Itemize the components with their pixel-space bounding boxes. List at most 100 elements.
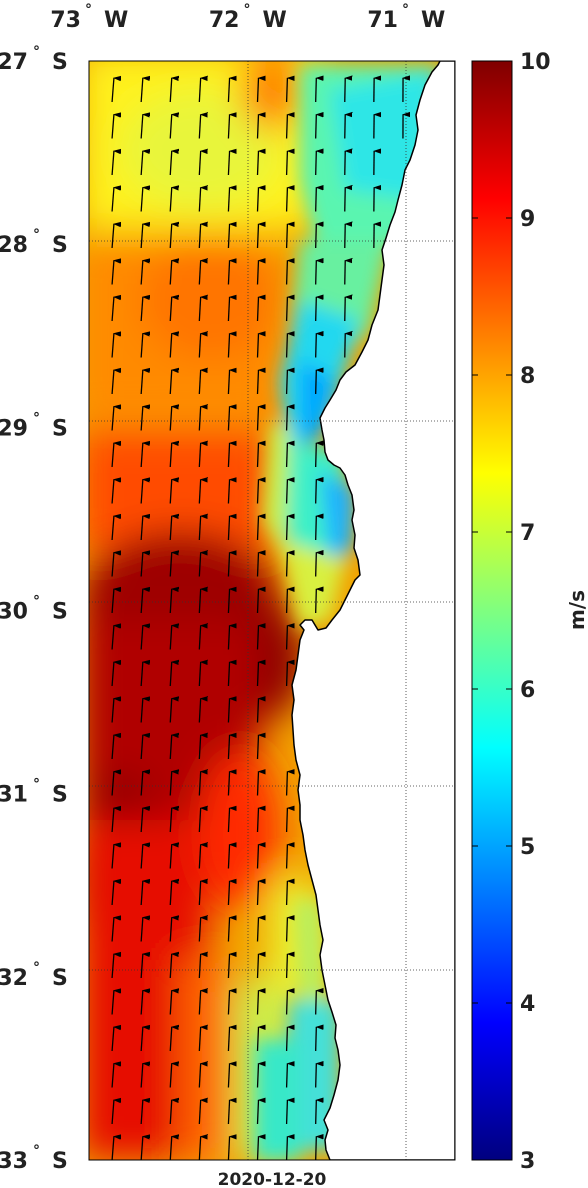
wind-arrow xyxy=(315,297,317,322)
wind-arrow xyxy=(169,115,172,139)
wind-arrow xyxy=(140,991,143,1015)
wind-arrow xyxy=(285,1137,288,1160)
wind-arrow xyxy=(256,1137,259,1160)
lat-label-28: 28 xyxy=(0,233,28,258)
wind-arrow xyxy=(227,845,229,869)
wind-arrow xyxy=(140,954,143,979)
wind-arrow xyxy=(198,370,200,395)
wind-arrow xyxy=(169,626,172,650)
colorbar-tick-10: 10 xyxy=(520,50,551,75)
wind-arrow xyxy=(169,407,172,431)
wind-arrow xyxy=(198,1064,200,1088)
wind-arrow xyxy=(198,1137,200,1160)
wind-arrow xyxy=(111,553,114,577)
wind-arrow xyxy=(256,261,259,285)
wind-arrow xyxy=(285,881,288,906)
wind-arrow xyxy=(111,78,114,103)
wind-arrow xyxy=(111,151,114,176)
wind-arrow xyxy=(169,1100,172,1125)
wind-arrow xyxy=(227,662,229,687)
wind-arrow xyxy=(315,370,317,395)
wind-arrow xyxy=(169,991,172,1015)
wind-arrow xyxy=(198,626,200,650)
wind-arrow xyxy=(198,589,200,614)
wind-arrow xyxy=(315,1064,317,1088)
wind-arrow xyxy=(227,699,229,723)
wind-arrow xyxy=(285,407,288,431)
wind-arrow xyxy=(198,151,200,176)
wind-arrow xyxy=(140,78,143,103)
wind-arrow xyxy=(140,626,143,650)
wind-arrow xyxy=(111,480,114,504)
lat-degree-symbol: ° xyxy=(33,1143,40,1159)
wind-arrow xyxy=(256,918,259,942)
colorbar-tick-9: 9 xyxy=(520,207,535,232)
wind-arrow xyxy=(256,553,259,577)
wind-arrow xyxy=(198,1027,200,1052)
wind-arrow xyxy=(315,1137,317,1160)
lat-label-27: 27 xyxy=(0,50,28,75)
wind-arrow xyxy=(256,589,259,614)
lat-degree-symbol: ° xyxy=(33,44,40,60)
wind-arrow xyxy=(285,954,288,979)
wind-arrow xyxy=(111,881,114,906)
wind-arrow xyxy=(315,1100,317,1125)
lat-hemisphere: S xyxy=(52,600,68,625)
wind-arrow xyxy=(198,261,200,285)
wind-arrow xyxy=(256,334,259,358)
wind-arrow xyxy=(315,443,317,468)
wind-arrow xyxy=(315,261,317,285)
wind-arrow xyxy=(169,881,172,906)
colorbar-tick-7: 7 xyxy=(520,521,535,546)
wind-arrow xyxy=(256,1064,259,1088)
wind-arrow xyxy=(285,224,288,249)
wind-arrow xyxy=(227,370,229,395)
wind-arrow xyxy=(140,224,143,249)
wind-arrow xyxy=(169,808,172,833)
graticule xyxy=(89,61,455,1160)
wind-arrow xyxy=(227,1100,229,1125)
wind-arrow xyxy=(169,1137,172,1160)
wind-arrow xyxy=(140,188,143,212)
wind-arrow xyxy=(227,443,229,468)
wind-arrow xyxy=(169,553,172,577)
wind-arrow xyxy=(169,516,172,541)
wind-arrow xyxy=(198,699,200,723)
wind-arrow xyxy=(111,188,114,212)
wind-arrow xyxy=(169,443,172,468)
wind-arrow xyxy=(315,480,317,504)
wind-arrow xyxy=(140,845,143,869)
wind-arrow xyxy=(227,1137,229,1160)
wind-arrow xyxy=(198,772,200,796)
wind-arrow xyxy=(227,480,229,504)
wind-arrow xyxy=(140,881,143,906)
lat-label-33: 33 xyxy=(0,1149,28,1174)
wind-arrow xyxy=(227,589,229,614)
wind-arrow xyxy=(140,516,143,541)
wind-arrow xyxy=(140,480,143,504)
wind-arrow xyxy=(227,553,229,577)
wind-arrow xyxy=(285,188,288,212)
wind-arrow xyxy=(169,845,172,869)
wind-arrow xyxy=(140,370,143,395)
lon-hemisphere: W xyxy=(104,8,128,33)
wind-arrow xyxy=(285,808,288,833)
wind-arrow xyxy=(227,991,229,1015)
wind-arrow xyxy=(169,334,172,358)
wind-arrow xyxy=(315,334,317,358)
lon-degree-symbol: ° xyxy=(402,2,409,18)
wind-arrow xyxy=(256,662,259,687)
wind-arrow xyxy=(140,808,143,833)
wind-arrow xyxy=(111,772,114,796)
wind-arrow xyxy=(285,370,288,395)
wind-arrow xyxy=(140,1100,143,1125)
wind-arrow xyxy=(140,151,143,176)
wind-arrow xyxy=(140,1064,143,1088)
wind-arrow xyxy=(169,224,172,249)
colorbar-ticks: 10 9 8 7 6 5 4 3 xyxy=(472,50,551,1174)
wind-arrow xyxy=(285,991,288,1015)
lat-degree-symbol: ° xyxy=(33,227,40,243)
wind-arrow xyxy=(140,662,143,687)
wind-arrow xyxy=(285,443,288,468)
wind-arrow xyxy=(111,297,114,322)
